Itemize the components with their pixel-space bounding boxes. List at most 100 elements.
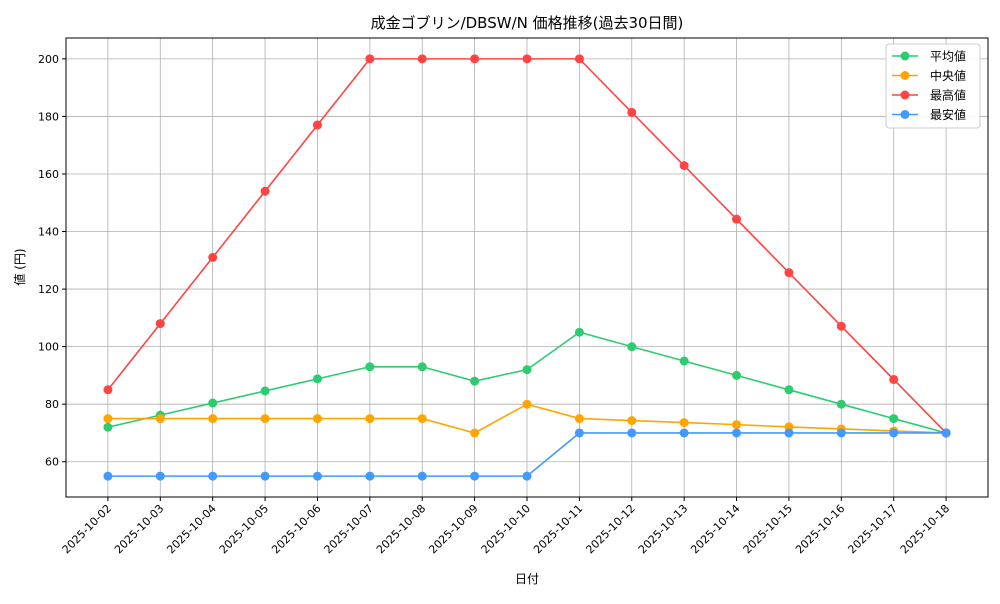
legend-marker	[900, 90, 910, 100]
data-point	[522, 471, 532, 481]
legend-marker	[900, 110, 910, 119]
x-tick-label: 2025-10-05	[217, 502, 271, 556]
x-tick-label: 2025-10-14	[688, 502, 742, 556]
data-point	[627, 416, 637, 426]
data-point	[627, 342, 637, 352]
data-point	[679, 418, 689, 428]
x-tick-label: 2025-10-11	[531, 502, 585, 556]
x-tick-label: 2025-10-18	[898, 502, 952, 556]
x-axis-label: 日付	[515, 572, 539, 586]
data-point	[732, 420, 742, 430]
y-ticks: 60 80 100 120 140 160 180 200	[38, 53, 66, 469]
data-point	[208, 414, 218, 424]
x-tick-label: 2025-10-10	[479, 502, 533, 556]
data-point	[784, 385, 794, 395]
data-point	[732, 214, 742, 224]
data-point	[155, 319, 165, 329]
x-tick-label: 2025-10-15	[741, 502, 795, 556]
y-tick-label: 120	[38, 283, 59, 296]
data-point	[679, 161, 689, 171]
legend-box	[885, 43, 981, 129]
y-tick-label: 60	[45, 456, 59, 469]
data-point	[312, 374, 322, 384]
data-point	[103, 422, 113, 432]
data-point	[889, 374, 899, 384]
data-point	[574, 327, 584, 337]
data-point	[784, 428, 794, 438]
data-point	[312, 414, 322, 424]
series-2	[103, 54, 951, 438]
data-point	[836, 399, 846, 409]
data-point	[365, 362, 375, 372]
legend-label: 最高値	[930, 88, 966, 103]
data-point	[417, 471, 427, 481]
data-point	[155, 471, 165, 481]
chart-title: 成金ゴブリン/DBSW/N 価格推移(過去30日間)	[371, 14, 684, 32]
x-ticks: 2025-10-022025-10-032025-10-042025-10-05…	[60, 497, 952, 556]
data-point	[365, 471, 375, 481]
data-point	[627, 428, 637, 438]
legend-marker	[900, 51, 910, 61]
data-point	[155, 414, 165, 424]
y-axis-label: 値 (円)	[12, 248, 27, 285]
data-point	[260, 386, 270, 396]
legend-label: 最安値	[930, 107, 966, 122]
data-point	[470, 428, 480, 438]
data-point	[574, 54, 584, 64]
data-point	[417, 54, 427, 64]
data-point	[365, 414, 375, 424]
data-point	[103, 471, 113, 481]
legend-label: 中央値	[930, 68, 966, 83]
data-point	[417, 362, 427, 372]
series-3	[103, 428, 951, 481]
data-point	[836, 321, 846, 331]
data-point	[417, 414, 427, 424]
data-point	[103, 414, 113, 424]
data-point	[470, 471, 480, 481]
x-tick-label: 2025-10-16	[793, 502, 847, 556]
data-point	[732, 370, 742, 380]
x-tick-label: 2025-10-13	[636, 502, 690, 556]
data-point	[260, 471, 270, 481]
data-point	[312, 471, 322, 481]
data-point	[522, 365, 532, 375]
data-point	[365, 54, 375, 64]
x-tick-label: 2025-10-08	[374, 502, 428, 556]
data-point	[889, 428, 899, 438]
data-point	[627, 107, 637, 117]
x-tick-label: 2025-10-04	[164, 502, 218, 556]
y-tick-label: 100	[38, 341, 59, 354]
legend-label: 平均値	[930, 49, 966, 64]
data-point	[208, 398, 218, 408]
y-tick-label: 80	[45, 398, 59, 411]
series-group	[103, 54, 951, 481]
x-tick-label: 2025-10-09	[426, 502, 480, 556]
data-point	[260, 414, 270, 424]
legend-marker	[900, 71, 910, 80]
data-point	[679, 428, 689, 438]
data-point	[941, 428, 951, 438]
data-point	[522, 54, 532, 64]
y-tick-label: 140	[38, 226, 59, 239]
y-tick-label: 160	[38, 168, 59, 181]
data-point	[470, 376, 480, 386]
x-tick-label: 2025-10-06	[269, 502, 323, 556]
data-point	[208, 252, 218, 262]
data-point	[784, 268, 794, 278]
data-point	[103, 385, 113, 395]
data-point	[836, 428, 846, 438]
data-point	[208, 471, 218, 481]
x-tick-label: 2025-10-17	[845, 502, 899, 556]
y-tick-label: 180	[38, 110, 59, 123]
data-point	[522, 399, 532, 409]
x-tick-label: 2025-10-12	[583, 502, 637, 556]
data-point	[312, 120, 322, 130]
data-point	[732, 428, 742, 438]
data-point	[679, 356, 689, 366]
data-point	[470, 54, 480, 64]
data-point	[889, 414, 899, 424]
x-tick-label: 2025-10-07	[322, 502, 376, 556]
y-tick-label: 200	[38, 53, 59, 66]
